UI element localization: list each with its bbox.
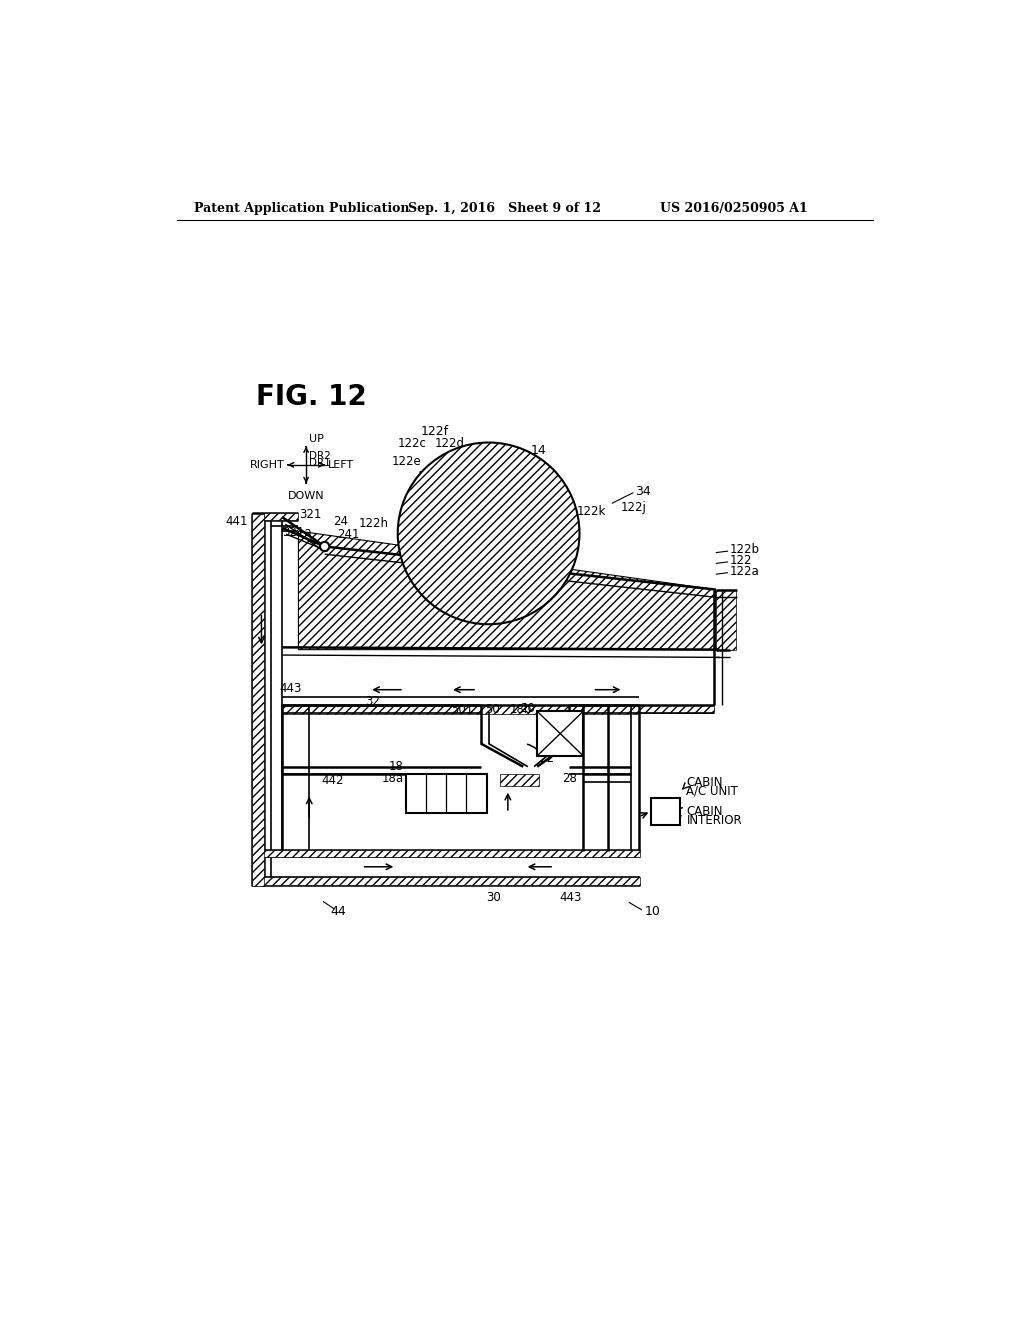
Polygon shape xyxy=(283,705,481,713)
Text: LEFT: LEFT xyxy=(328,459,354,470)
Bar xyxy=(538,711,584,756)
Text: 32: 32 xyxy=(366,694,380,708)
Text: 321: 321 xyxy=(299,508,322,520)
Bar xyxy=(252,512,264,882)
Text: 122j: 122j xyxy=(621,500,647,513)
Text: 18: 18 xyxy=(389,760,403,774)
Polygon shape xyxy=(252,876,640,884)
Text: 18a: 18a xyxy=(382,772,403,785)
Text: 122d: 122d xyxy=(435,437,465,450)
Text: UP: UP xyxy=(309,434,324,444)
Text: RIGHT: RIGHT xyxy=(250,459,285,470)
Polygon shape xyxy=(569,705,714,713)
Text: 441: 441 xyxy=(225,515,248,528)
Text: 443: 443 xyxy=(560,891,583,904)
Text: 20: 20 xyxy=(520,702,535,714)
Text: FIG. 12: FIG. 12 xyxy=(256,383,367,411)
Text: CABIN: CABIN xyxy=(686,776,723,788)
Text: 30: 30 xyxy=(486,891,502,904)
Text: DR2: DR2 xyxy=(309,450,331,461)
Circle shape xyxy=(397,442,580,624)
Text: A/C UNIT: A/C UNIT xyxy=(686,784,738,797)
Text: 44: 44 xyxy=(331,906,346,917)
Text: DR1: DR1 xyxy=(309,458,331,467)
Text: 18b: 18b xyxy=(509,704,531,717)
Text: 28: 28 xyxy=(562,772,577,785)
Text: 50: 50 xyxy=(484,704,500,717)
Text: 122k: 122k xyxy=(578,504,606,517)
Text: 122: 122 xyxy=(730,554,752,566)
Text: 122h: 122h xyxy=(418,470,447,483)
Bar xyxy=(651,797,680,825)
Text: US 2016/0250905 A1: US 2016/0250905 A1 xyxy=(660,202,808,215)
Text: 122f: 122f xyxy=(421,425,449,438)
Text: 122h: 122h xyxy=(358,517,388,529)
Text: 24: 24 xyxy=(333,515,348,528)
Text: 10: 10 xyxy=(645,906,660,917)
Text: INTERIOR: INTERIOR xyxy=(686,814,742,828)
Text: 321a: 321a xyxy=(282,527,311,539)
Text: 122b: 122b xyxy=(730,543,760,556)
Text: 122e: 122e xyxy=(391,454,421,467)
Polygon shape xyxy=(252,850,640,857)
Text: 14: 14 xyxy=(530,445,547,458)
Text: 122a: 122a xyxy=(730,565,760,578)
Bar xyxy=(407,775,487,813)
Polygon shape xyxy=(252,512,298,520)
Text: 241: 241 xyxy=(337,528,359,541)
Text: CABIN: CABIN xyxy=(686,805,723,818)
Text: 122c: 122c xyxy=(397,437,426,450)
Polygon shape xyxy=(252,512,264,886)
Text: 443: 443 xyxy=(280,681,301,694)
Polygon shape xyxy=(716,590,736,649)
Text: 22: 22 xyxy=(539,752,554,766)
Text: Sep. 1, 2016   Sheet 9 of 12: Sep. 1, 2016 Sheet 9 of 12 xyxy=(408,202,601,215)
Text: 442: 442 xyxy=(322,774,344,787)
Text: Patent Application Publication: Patent Application Publication xyxy=(194,202,410,215)
Text: 34: 34 xyxy=(635,484,650,498)
Circle shape xyxy=(319,541,330,552)
Text: DOWN: DOWN xyxy=(288,491,325,502)
Polygon shape xyxy=(298,531,716,649)
Polygon shape xyxy=(500,775,539,785)
Polygon shape xyxy=(283,705,639,714)
Text: 501: 501 xyxy=(451,704,473,717)
